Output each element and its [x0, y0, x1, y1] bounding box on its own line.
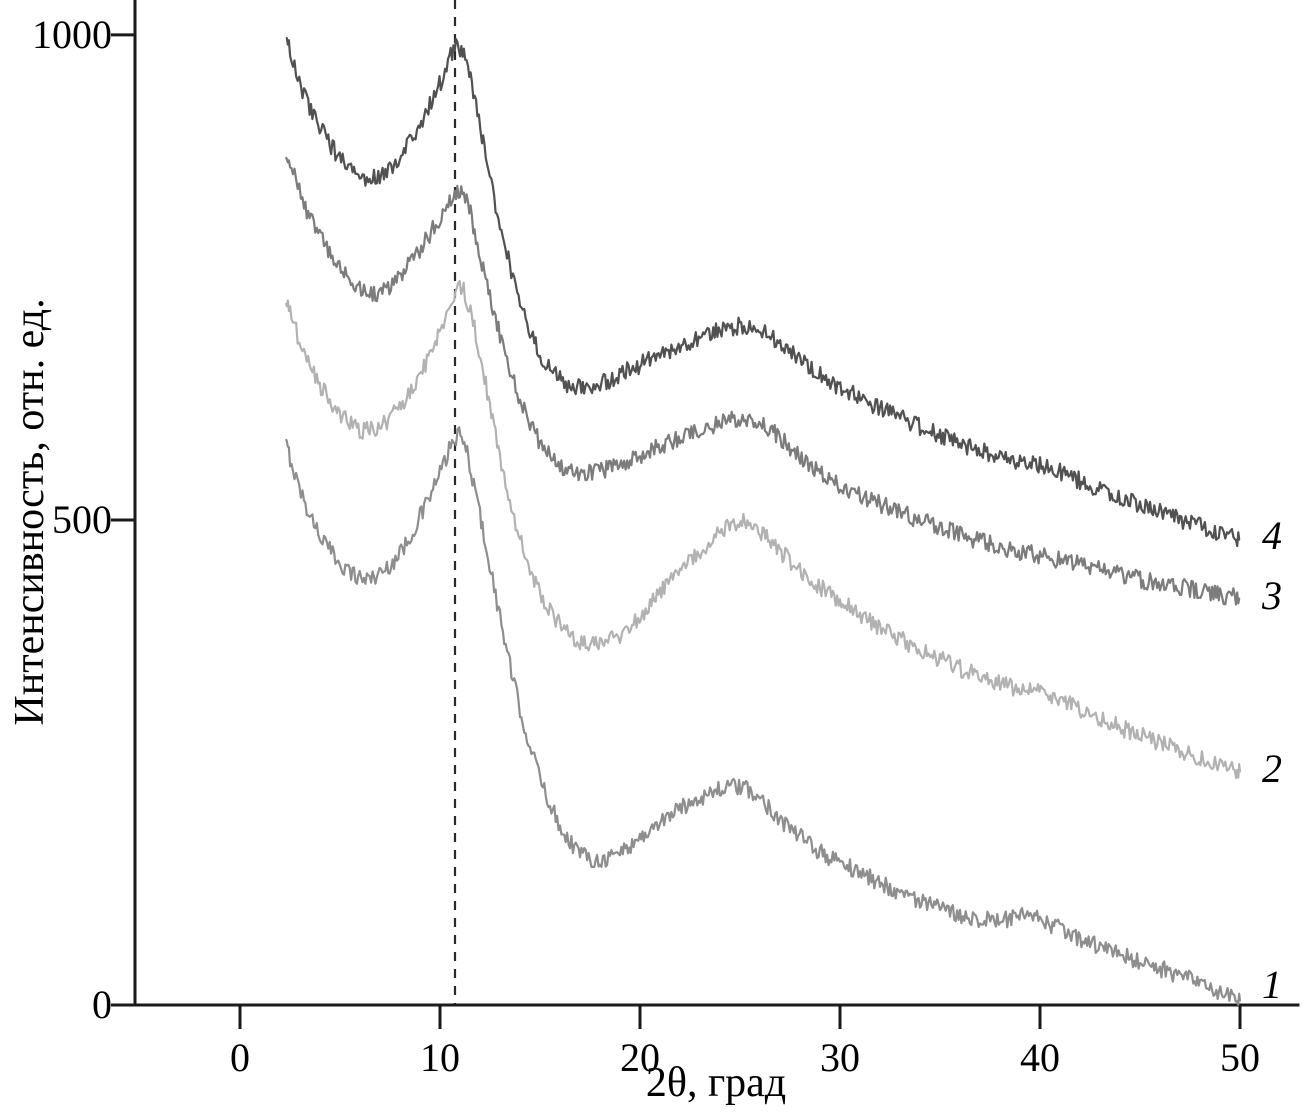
- curve-label-3: 3: [1262, 572, 1282, 618]
- x-tick-label: 0: [230, 1035, 250, 1080]
- y-tick-label: 0: [92, 982, 112, 1027]
- x-tick-label: 20: [620, 1035, 660, 1080]
- curve-label-2: 2: [1262, 746, 1282, 792]
- y-axis-label: Интенсивность, отн. ед.: [7, 298, 53, 726]
- curve-label-1: 1: [1262, 961, 1282, 1007]
- xrd-curve-4: [285, 37, 1241, 548]
- xrd-curve-1: [284, 426, 1242, 1006]
- xrd-curve-3: [284, 156, 1241, 606]
- x-axis-label: 2θ, град: [645, 1060, 787, 1106]
- y-tick-label: 1000: [32, 11, 112, 57]
- x-tick-label: 50: [1220, 1035, 1260, 1080]
- xrd-curve-2: [284, 279, 1242, 779]
- x-tick-label: 40: [1020, 1035, 1060, 1080]
- y-tick-label: 500: [52, 496, 112, 542]
- x-tick-label: 30: [820, 1035, 860, 1080]
- curve-label-4: 4: [1262, 513, 1282, 559]
- x-tick-label: 10: [420, 1035, 460, 1080]
